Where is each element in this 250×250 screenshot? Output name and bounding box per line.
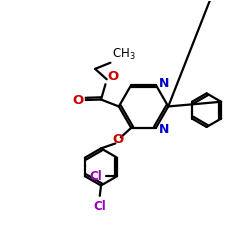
Text: CH$_3$: CH$_3$	[112, 46, 136, 62]
Text: O: O	[108, 70, 119, 83]
Text: Cl: Cl	[90, 170, 102, 183]
Text: N: N	[159, 77, 170, 90]
Text: O: O	[72, 94, 83, 106]
Text: N: N	[159, 122, 170, 136]
Text: Cl: Cl	[94, 200, 106, 212]
Text: O: O	[113, 133, 124, 146]
